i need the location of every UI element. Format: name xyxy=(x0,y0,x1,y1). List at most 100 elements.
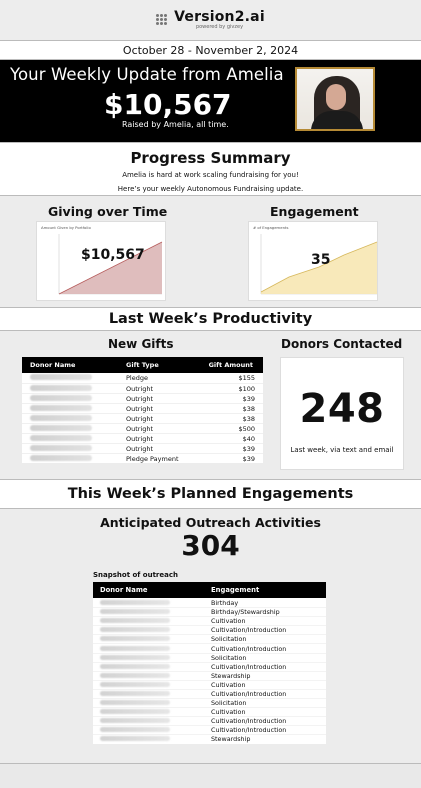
engagement-type: Solicitation xyxy=(211,699,247,708)
gift-type: Outright xyxy=(126,424,154,433)
gift-amount: $38 xyxy=(242,404,255,413)
hero-title: Your Weekly Update from Amelia xyxy=(10,65,284,84)
powered-label: powered by xyxy=(195,24,226,30)
table-row: Birthday/Stewardship xyxy=(93,607,326,616)
giving-chart xyxy=(58,234,163,295)
powered-by: powered by givzey xyxy=(196,25,243,30)
table-row: Outright $39 xyxy=(22,393,263,403)
redacted-donor-name xyxy=(100,609,170,615)
col-engagement: Engagement xyxy=(211,586,260,594)
gift-type: Outright xyxy=(126,444,154,453)
redacted-donor-name xyxy=(30,374,92,380)
engagement-type: Solicitation xyxy=(211,653,247,662)
engagement-type: Cultivation xyxy=(211,708,246,717)
engagement-type: Cultivation/Introduction xyxy=(211,726,287,735)
table-row: Cultivation xyxy=(93,707,326,716)
engagement-type: Stewardship xyxy=(211,671,251,680)
gift-amount: $39 xyxy=(242,454,255,463)
redacted-donor-name xyxy=(100,690,170,696)
new-gifts-header: Donor Name Gift Type Gift Amount xyxy=(22,357,263,373)
gift-type: Pledge xyxy=(126,374,148,382)
outreach-body: Birthday Birthday/Stewardship Cultivatio… xyxy=(93,598,326,744)
engagement-type: Birthday/Stewardship xyxy=(211,608,280,617)
table-row: Stewardship xyxy=(93,734,326,743)
gift-type: Outright xyxy=(126,434,154,443)
table-row: Outright $100 xyxy=(22,383,263,393)
progress-summary: Progress Summary Amelia is hard at work … xyxy=(0,142,421,196)
engagement-type: Cultivation xyxy=(211,680,246,689)
table-row: Birthday xyxy=(93,598,326,607)
gift-type: Outright xyxy=(126,394,154,403)
giving-over-time-card: Amount Given by Portfolio $10,567 xyxy=(36,221,166,301)
col-donor-name: Donor Name xyxy=(30,361,76,369)
engagement-type: Stewardship xyxy=(211,735,251,744)
redacted-donor-name xyxy=(100,663,170,669)
redacted-donor-name xyxy=(100,618,170,624)
brand-header: Version2.ai powered by givzey xyxy=(0,0,421,40)
engagement-type: Cultivation/Introduction xyxy=(211,644,287,653)
this-week-header: This Week’s Planned Engagements xyxy=(0,479,421,509)
giving-over-time-title: Giving over Time xyxy=(48,204,168,219)
table-row: Outright $40 xyxy=(22,433,263,443)
redacted-donor-name xyxy=(100,681,170,687)
col-gift-type: Gift Type xyxy=(126,361,159,369)
gift-amount: $500 xyxy=(238,424,255,433)
table-row: Solicitation xyxy=(93,652,326,662)
amelia-photo xyxy=(295,67,375,131)
version2-logo-icon xyxy=(156,14,168,26)
engagement-type: Birthday xyxy=(211,598,239,607)
redacted-donor-name xyxy=(100,672,170,678)
gift-type: Outright xyxy=(126,414,154,423)
redacted-donor-name xyxy=(30,424,92,431)
col-donor-name: Donor Name xyxy=(100,586,148,594)
table-row: Pledge Payment $39 xyxy=(22,453,263,463)
table-row: Outright $500 xyxy=(22,423,263,433)
anticipated-outreach-title: Anticipated Outreach Activities xyxy=(100,515,321,530)
productivity-section: New Gifts Donors Contacted Donor Name Gi… xyxy=(0,331,421,479)
table-row: Outright $38 xyxy=(22,403,263,413)
giving-line xyxy=(58,241,163,295)
redacted-donor-name xyxy=(100,636,170,642)
table-row: Pledge $155 xyxy=(22,373,263,383)
gift-type: Outright xyxy=(126,384,154,393)
amelia-face xyxy=(326,84,346,110)
redacted-donor-name xyxy=(30,454,92,461)
gift-amount: $155 xyxy=(238,374,255,382)
partner-name: givzey xyxy=(226,24,244,30)
engagement-card: # of Engagements 35 xyxy=(248,221,378,301)
redacted-donor-name xyxy=(100,645,170,651)
outreach-header: Donor Name Engagement xyxy=(93,582,326,598)
snapshot-title: Snapshot of outreach xyxy=(93,571,178,579)
engagement-type: Solicitation xyxy=(211,635,247,644)
table-row: Cultivation/Introduction xyxy=(93,661,326,671)
engagement-chart xyxy=(260,234,378,295)
redacted-donor-name xyxy=(100,736,170,742)
engagement-type: Cultivation/Introduction xyxy=(211,626,287,635)
anticipated-outreach-value: 304 xyxy=(181,529,240,562)
table-row: Solicitation xyxy=(93,698,326,707)
date-range: October 28 - November 2, 2024 xyxy=(0,40,421,60)
table-row: Cultivation/Introduction xyxy=(93,643,326,653)
donors-contacted-caption: Last week, via text and email xyxy=(290,446,394,454)
last-week-header: Last Week’s Productivity xyxy=(0,307,421,331)
engagement-type: Cultivation/Introduction xyxy=(211,662,287,671)
hero-banner: Your Weekly Update from Amelia $10,567 R… xyxy=(0,60,421,142)
redacted-donor-name xyxy=(100,700,170,706)
brand-text: Version2.ai powered by givzey xyxy=(174,10,265,30)
table-row: Cultivation xyxy=(93,679,326,689)
gift-amount: $100 xyxy=(238,384,255,393)
new-gifts-body: Pledge $155 Outright $100 Outright $39 Outr… xyxy=(22,373,263,463)
planned-engagements-section: Anticipated Outreach Activities 304 Snap… xyxy=(0,509,421,764)
table-row: Cultivation/Introduction xyxy=(93,716,326,725)
engagement-chart-caption: # of Engagements xyxy=(253,225,289,230)
gift-amount: $38 xyxy=(242,414,255,423)
gift-type: Outright xyxy=(126,404,154,413)
donors-contacted-value: 248 xyxy=(299,386,385,432)
new-gifts-table: Donor Name Gift Type Gift Amount Pledge $… xyxy=(22,357,263,463)
table-row: Cultivation/Introduction xyxy=(93,725,326,734)
redacted-donor-name xyxy=(100,709,170,715)
engagement-type: Cultivation/Introduction xyxy=(211,689,287,698)
table-row: Outright $38 xyxy=(22,413,263,423)
redacted-donor-name xyxy=(100,718,170,724)
